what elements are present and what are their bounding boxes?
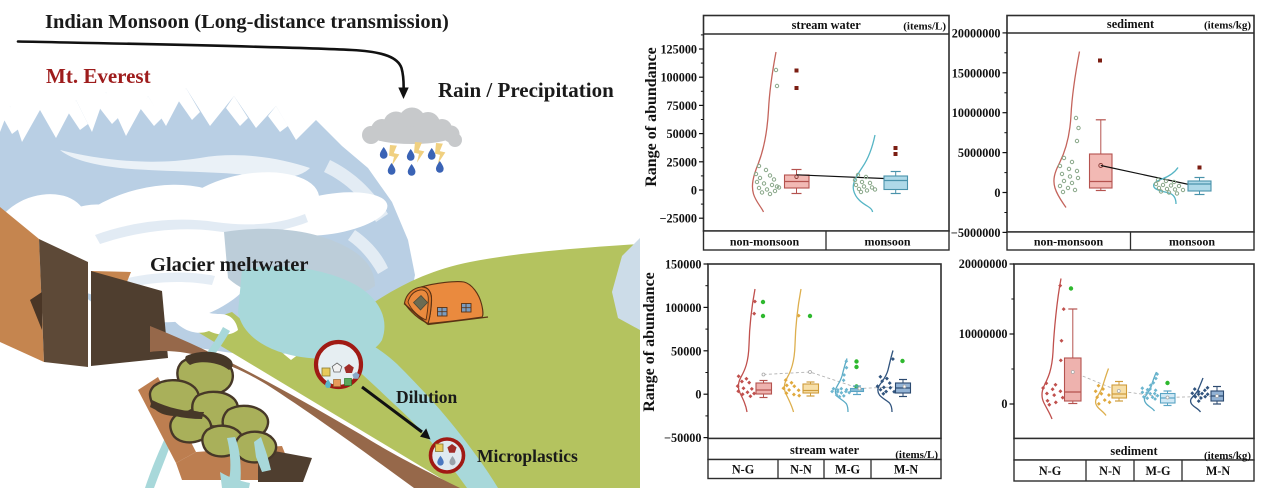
svg-text:monsoon: monsoon [864,235,910,249]
svg-text:Glacier meltwater: Glacier meltwater [150,254,308,276]
svg-text:0: 0 [994,186,1000,200]
svg-text:(items/kg): (items/kg) [1204,450,1251,462]
svg-text:N-G: N-G [732,463,755,477]
svg-text:M-N: M-N [1206,464,1231,478]
svg-text:Dilution: Dilution [396,387,458,407]
svg-text:non-monsoon: non-monsoon [730,235,800,249]
svg-text:N-N: N-N [1099,464,1121,478]
svg-text:0: 0 [695,388,701,402]
svg-text:50000: 50000 [667,127,697,141]
svg-text:Range of abundance: Range of abundance [643,47,660,187]
svg-text:monsoon: monsoon [1169,235,1215,249]
svg-text:Microplastics: Microplastics [477,446,578,466]
svg-text:50000: 50000 [671,344,701,358]
svg-text:(items/kg): (items/kg) [1204,20,1251,32]
svg-text:stream water: stream water [790,443,860,457]
svg-text:−50000: −50000 [664,431,701,445]
svg-text:Range of abundance: Range of abundance [641,272,658,412]
svg-text:stream water: stream water [792,18,862,32]
svg-text:10000000: 10000000 [959,327,1008,341]
svg-text:0: 0 [691,184,697,198]
svg-text:20000000: 20000000 [952,26,1001,40]
svg-text:M-G: M-G [835,463,861,477]
svg-text:100000: 100000 [660,71,697,85]
svg-text:(items/L): (items/L) [895,449,938,461]
svg-text:Mt. Everest: Mt. Everest [46,64,151,88]
svg-text:150000: 150000 [665,258,702,272]
svg-text:100000: 100000 [665,301,702,315]
svg-text:25000: 25000 [667,155,697,169]
svg-text:N-G: N-G [1039,464,1062,478]
svg-text:20000000: 20000000 [959,257,1008,271]
svg-text:M-N: M-N [894,463,919,477]
svg-text:sediment: sediment [1110,444,1158,458]
svg-text:125000: 125000 [660,43,697,57]
svg-text:M-G: M-G [1145,464,1171,478]
svg-text:10000000: 10000000 [952,106,1001,120]
svg-text:5000000: 5000000 [958,146,1001,160]
svg-text:(items/L): (items/L) [903,21,946,33]
svg-text:non-monsoon: non-monsoon [1034,235,1104,249]
svg-text:N-N: N-N [790,463,812,477]
svg-text:sediment: sediment [1107,17,1155,31]
svg-text:75000: 75000 [667,99,697,113]
svg-text:15000000: 15000000 [952,66,1001,80]
svg-text:−25000: −25000 [660,212,697,226]
svg-text:Indian Monsoon (Long-distance: Indian Monsoon (Long-distance transmissi… [45,11,449,33]
svg-text:−5000000: −5000000 [951,226,1001,240]
svg-text:Rain / Precipitation: Rain / Precipitation [438,78,614,102]
svg-text:0: 0 [1001,397,1007,411]
